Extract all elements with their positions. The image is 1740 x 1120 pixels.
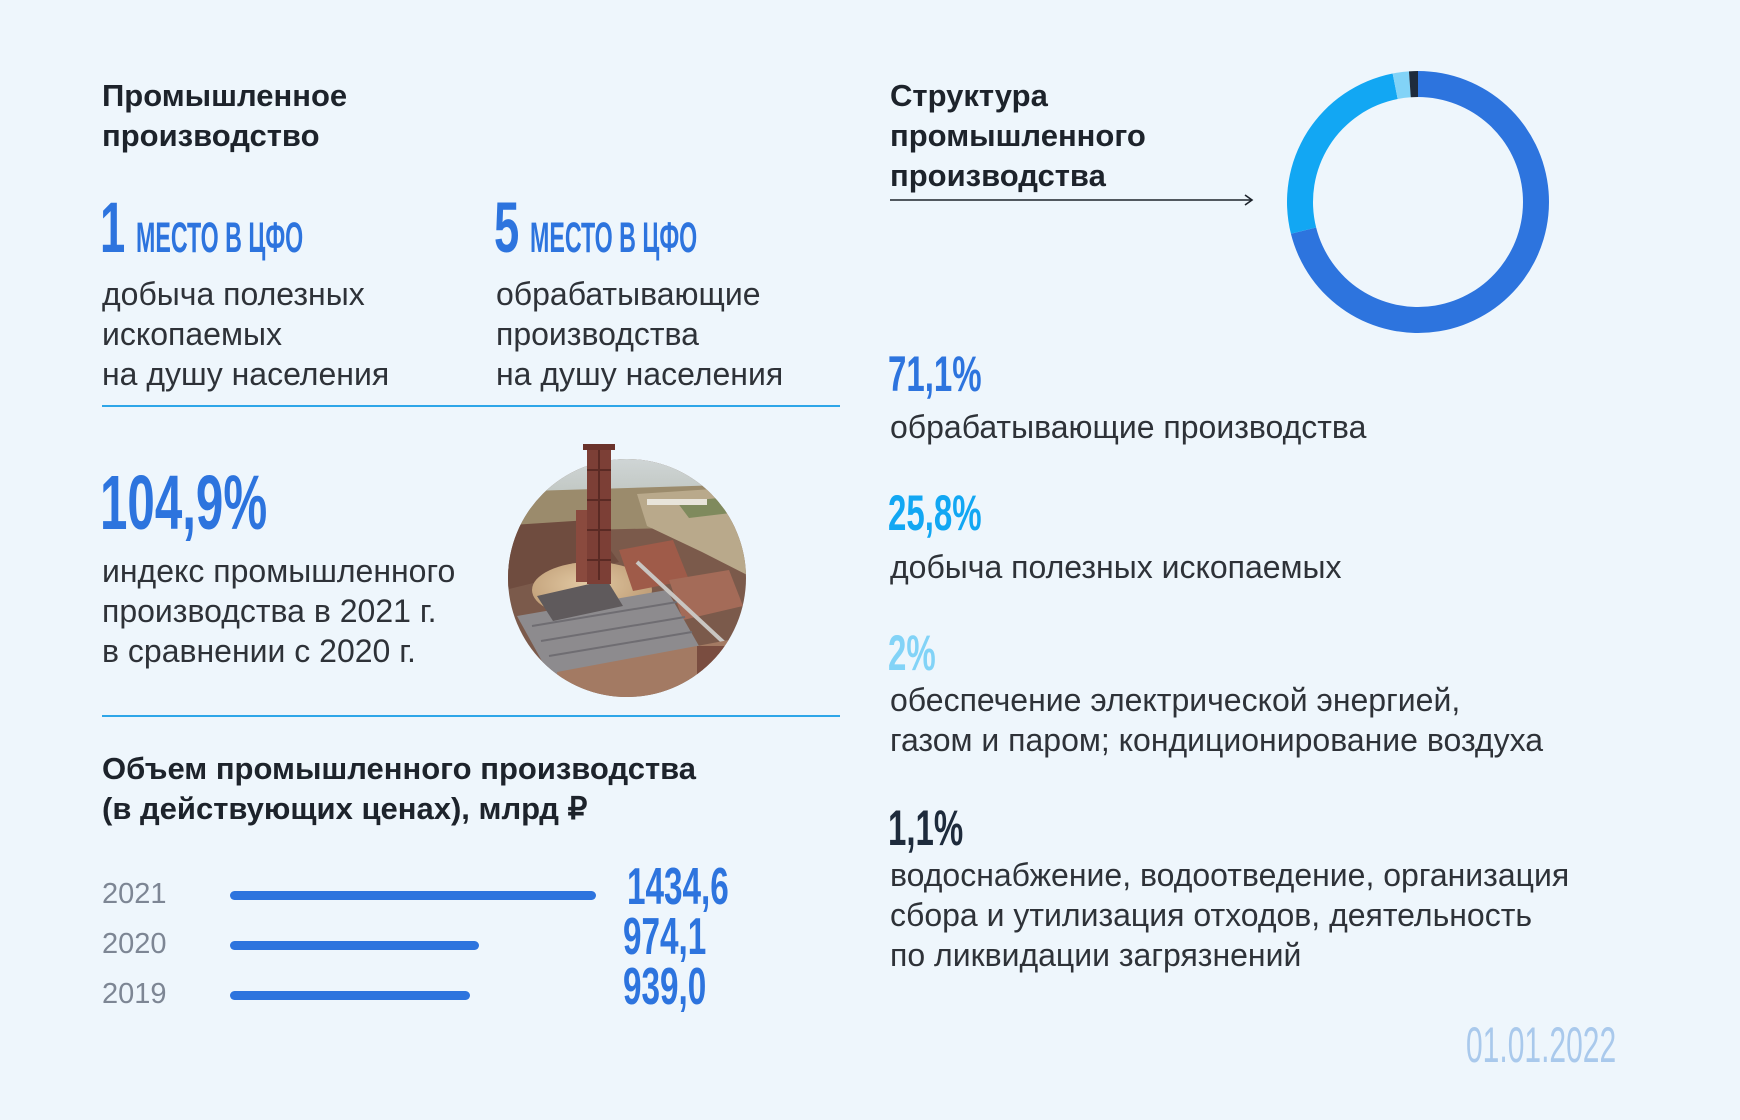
bar-value-label: 939,0 bbox=[623, 958, 707, 1016]
factory-photo bbox=[508, 444, 746, 697]
rank-number: 1 bbox=[100, 189, 126, 268]
slice-label: водоснабжение, водоотведение, организаци… bbox=[890, 857, 1570, 973]
tower-top bbox=[583, 444, 615, 450]
slice-value-label: 2% bbox=[888, 625, 936, 681]
photo-shed bbox=[697, 646, 737, 676]
title-arrow bbox=[890, 194, 1254, 206]
industrial-production-title: Промышленное производство bbox=[102, 78, 348, 153]
bar-2019 bbox=[230, 991, 470, 1000]
rank-description: обрабатывающие производства на душу насе… bbox=[496, 276, 784, 392]
tower-lattice bbox=[587, 450, 611, 580]
bar-category-label: 2020 bbox=[102, 928, 167, 960]
rank-number: 5 bbox=[494, 189, 520, 268]
bar-category-label: 2021 bbox=[102, 878, 167, 910]
slice-value-label: 71,1% bbox=[888, 346, 982, 402]
divider-line bbox=[102, 405, 840, 407]
bar-value-label: 974,1 bbox=[623, 908, 707, 966]
photo-far-building bbox=[647, 499, 707, 505]
index-description: индекс промышленного производства в 2021… bbox=[102, 553, 456, 669]
rank-unit: МЕСТО В ЦФО bbox=[136, 214, 304, 262]
donut-slice-4 bbox=[1408, 71, 1418, 98]
slice-label: добыча полезных ископаемых bbox=[890, 549, 1342, 585]
photo-red-building bbox=[619, 540, 689, 591]
divider-line bbox=[102, 715, 840, 717]
structure-donut-chart bbox=[1287, 71, 1549, 333]
donut-slice-2 bbox=[1287, 73, 1398, 234]
photo-scene bbox=[508, 459, 746, 697]
rank-description: добыча полезных ископаемых на душу насел… bbox=[102, 276, 390, 392]
arrow-head bbox=[1244, 194, 1254, 206]
slice-label: обеспечение электрической энергией, газо… bbox=[890, 682, 1544, 758]
photo-tower bbox=[576, 444, 615, 584]
photo-sky bbox=[508, 459, 746, 492]
bar-2021 bbox=[230, 891, 596, 900]
bar-category-label: 2019 bbox=[102, 978, 167, 1010]
donut-slice-3 bbox=[1392, 71, 1411, 99]
photo-dark-structure bbox=[537, 580, 623, 621]
bar-value-label: 1434,6 bbox=[627, 858, 729, 916]
bar-2020 bbox=[230, 941, 479, 950]
slice-value-label: 25,8% bbox=[888, 485, 982, 541]
data-date: 01.01.2022 bbox=[1466, 1017, 1617, 1073]
index-value: 104,9% bbox=[100, 460, 268, 546]
structure-chart-title: Структура промышленного производства bbox=[890, 78, 1146, 193]
volume-chart-title: Объем промышленного производства (в дейс… bbox=[102, 751, 697, 826]
slice-label: обрабатывающие производства bbox=[890, 409, 1367, 445]
photo-roof-stripes bbox=[531, 601, 693, 657]
tower-annex bbox=[576, 510, 588, 582]
slice-value-label: 1,1% bbox=[888, 800, 964, 856]
rank-unit: МЕСТО В ЦФО bbox=[530, 214, 698, 262]
